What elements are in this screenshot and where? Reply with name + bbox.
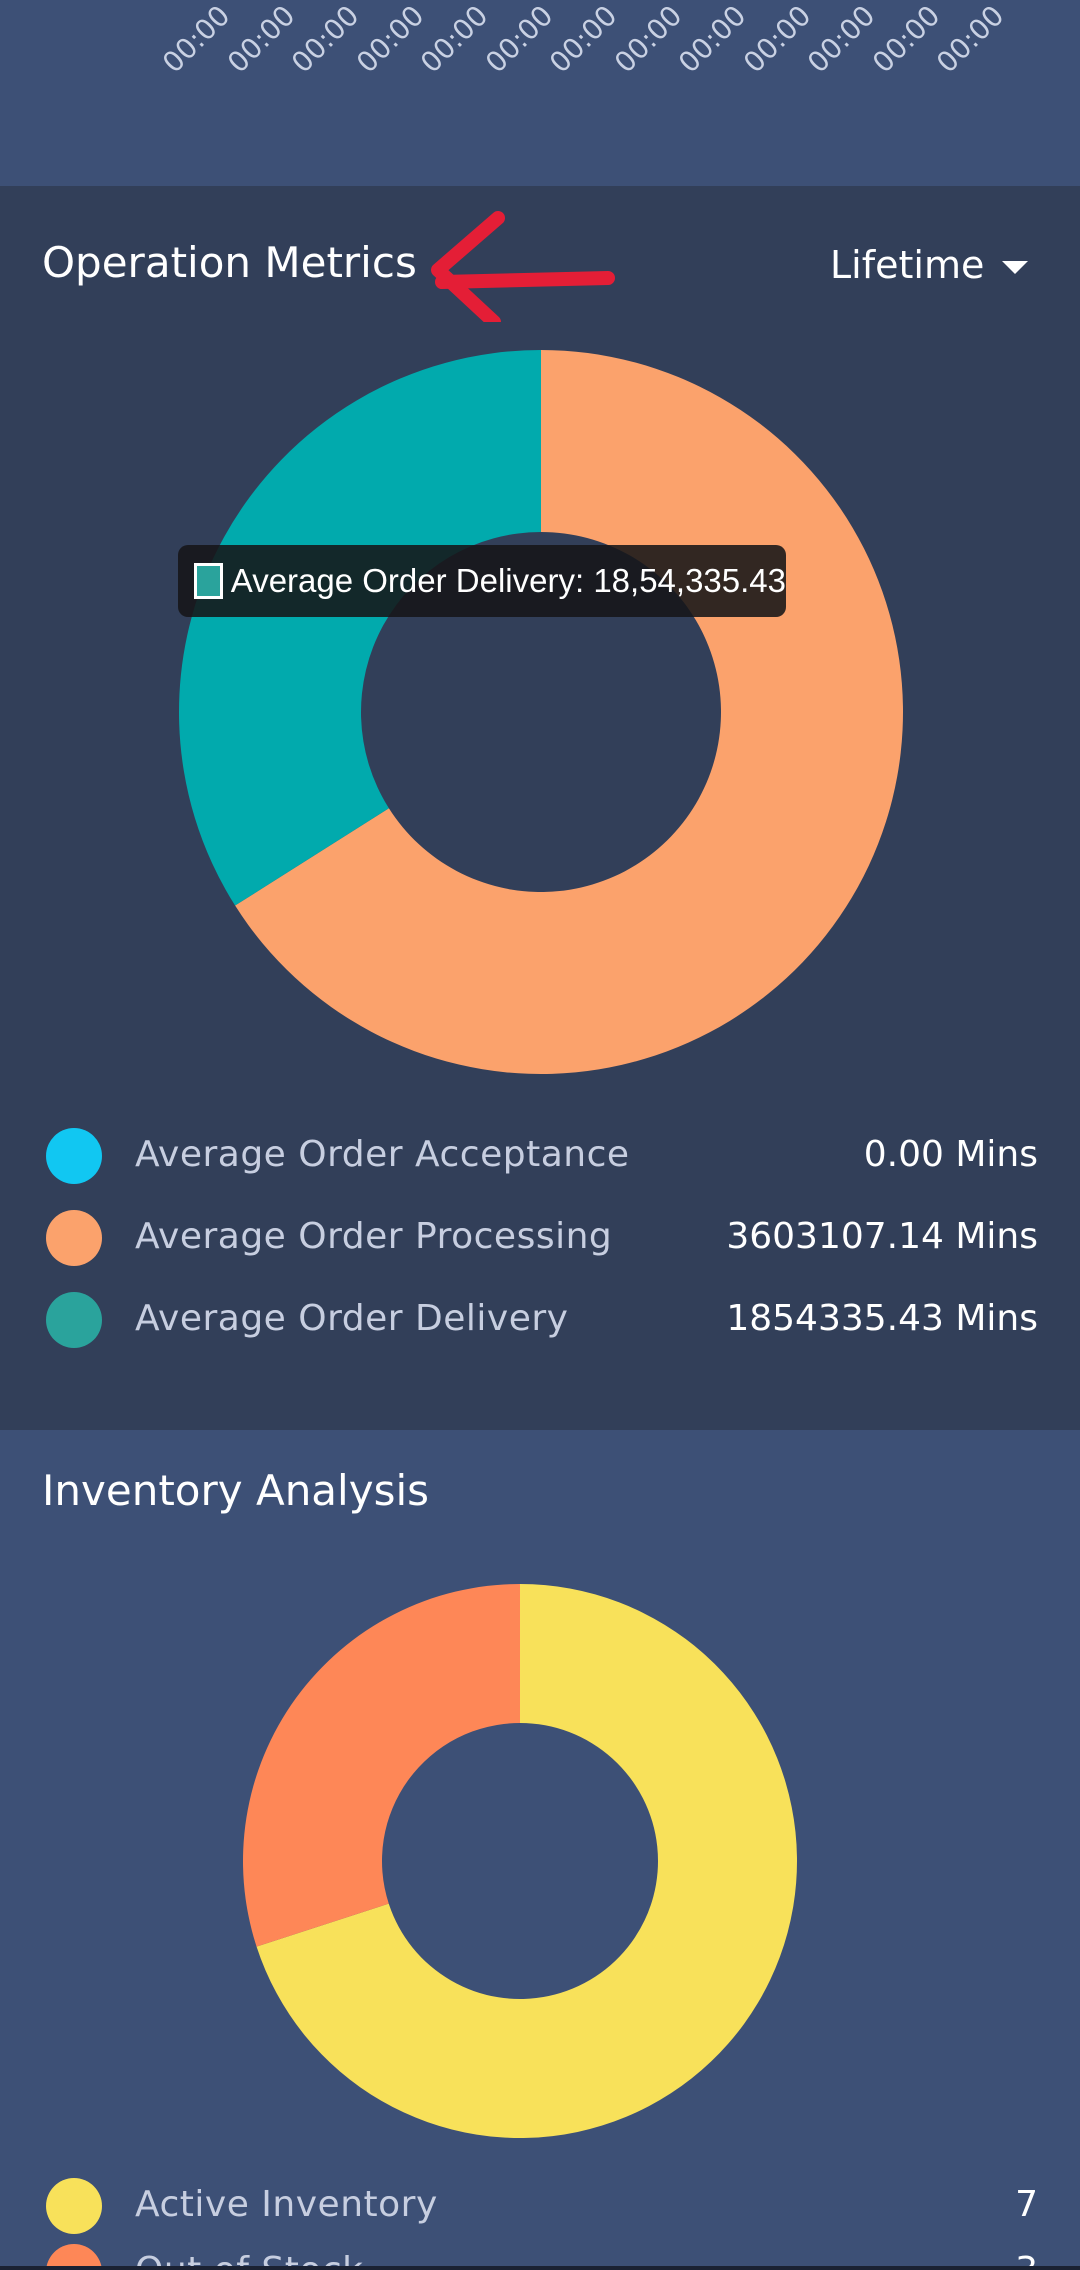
operation-metrics-card: Operation Metrics Lifetime Average Order…	[0, 186, 1080, 1430]
legend-label: Average Order Processing	[135, 1216, 613, 1257]
time-axis-tick: 00:00	[220, 0, 301, 80]
legend-dot	[46, 2178, 102, 2234]
legend-dot	[46, 1128, 102, 1184]
time-axis-tick: 00:00	[414, 0, 495, 80]
donut-slice-out-of-stock[interactable]	[242, 1584, 520, 1947]
legend-dot	[46, 1210, 102, 1266]
legend-value: 0.00 Mins	[863, 1134, 1038, 1175]
time-axis-tick: 00:00	[607, 0, 688, 80]
legend-value: 3	[1015, 2250, 1038, 2270]
legend-label: Out of Stock	[135, 2250, 364, 2270]
time-axis-tick: 00:00	[736, 0, 817, 80]
legend-item-out-of-stock: Out of Stock 3	[0, 2242, 1080, 2270]
legend-item-delivery: Average Order Delivery 1854335.43 Mins	[0, 1290, 1080, 1350]
bottom-edge	[0, 2266, 1080, 2270]
chart-tooltip: Average Order Delivery: 18,54,335.43	[178, 545, 786, 617]
donut-slice-average-order-processing[interactable]	[235, 350, 904, 1074]
time-axis-tick: 00:00	[478, 0, 559, 80]
time-axis-tick: 00:00	[865, 0, 946, 80]
inventory-analysis-card: Inventory Analysis Active Inventory 7 Ou…	[0, 1430, 1080, 2270]
caret-down-icon	[1002, 260, 1029, 274]
legend-item-active-inventory: Active Inventory 7	[0, 2176, 1080, 2236]
time-axis-tick: 00:00	[156, 0, 237, 80]
donut-slice-average-order-delivery[interactable]	[179, 350, 541, 906]
operation-metrics-title: Operation Metrics	[42, 238, 417, 287]
legend-value: 3603107.14 Mins	[726, 1216, 1038, 1257]
red-arrow-annotation	[431, 211, 615, 322]
legend-item-acceptance: Average Order Acceptance 0.00 Mins	[0, 1126, 1080, 1186]
legend-value: 7	[1015, 2184, 1038, 2225]
time-axis-tick: 00:00	[543, 0, 624, 80]
time-axis-strip: 00:00 00:00 00:00 00:00 00:00 00:00 00:00 00:00…	[0, 0, 1080, 186]
legend-item-processing: Average Order Processing 3603107.14 Mins	[0, 1208, 1080, 1268]
time-axis-tick: 00:00	[285, 0, 366, 80]
inventory-donut[interactable]	[242, 1583, 798, 2139]
legend-value: 1854335.43 Mins	[726, 1298, 1038, 1339]
legend-label: Average Order Delivery	[135, 1298, 569, 1339]
period-dropdown-label: Lifetime	[830, 243, 985, 287]
tooltip-swatch	[194, 563, 223, 599]
inventory-analysis-title: Inventory Analysis	[42, 1466, 430, 1515]
time-axis-tick: 00:00	[930, 0, 1011, 80]
tooltip-text: Average Order Delivery: 18,54,335.43	[230, 562, 786, 599]
time-axis-tick: 00:00	[349, 0, 430, 80]
time-axis-tick: 00:00	[801, 0, 882, 80]
legend-label: Average Order Acceptance	[135, 1134, 630, 1175]
donut-slice-active-inventory[interactable]	[256, 1584, 797, 2138]
time-axis-tick: 00:00	[672, 0, 753, 80]
operation-metrics-donut[interactable]	[178, 349, 904, 1075]
period-dropdown[interactable]: Lifetime	[830, 240, 1029, 290]
legend-label: Active Inventory	[135, 2184, 438, 2225]
legend-dot	[46, 1292, 102, 1348]
